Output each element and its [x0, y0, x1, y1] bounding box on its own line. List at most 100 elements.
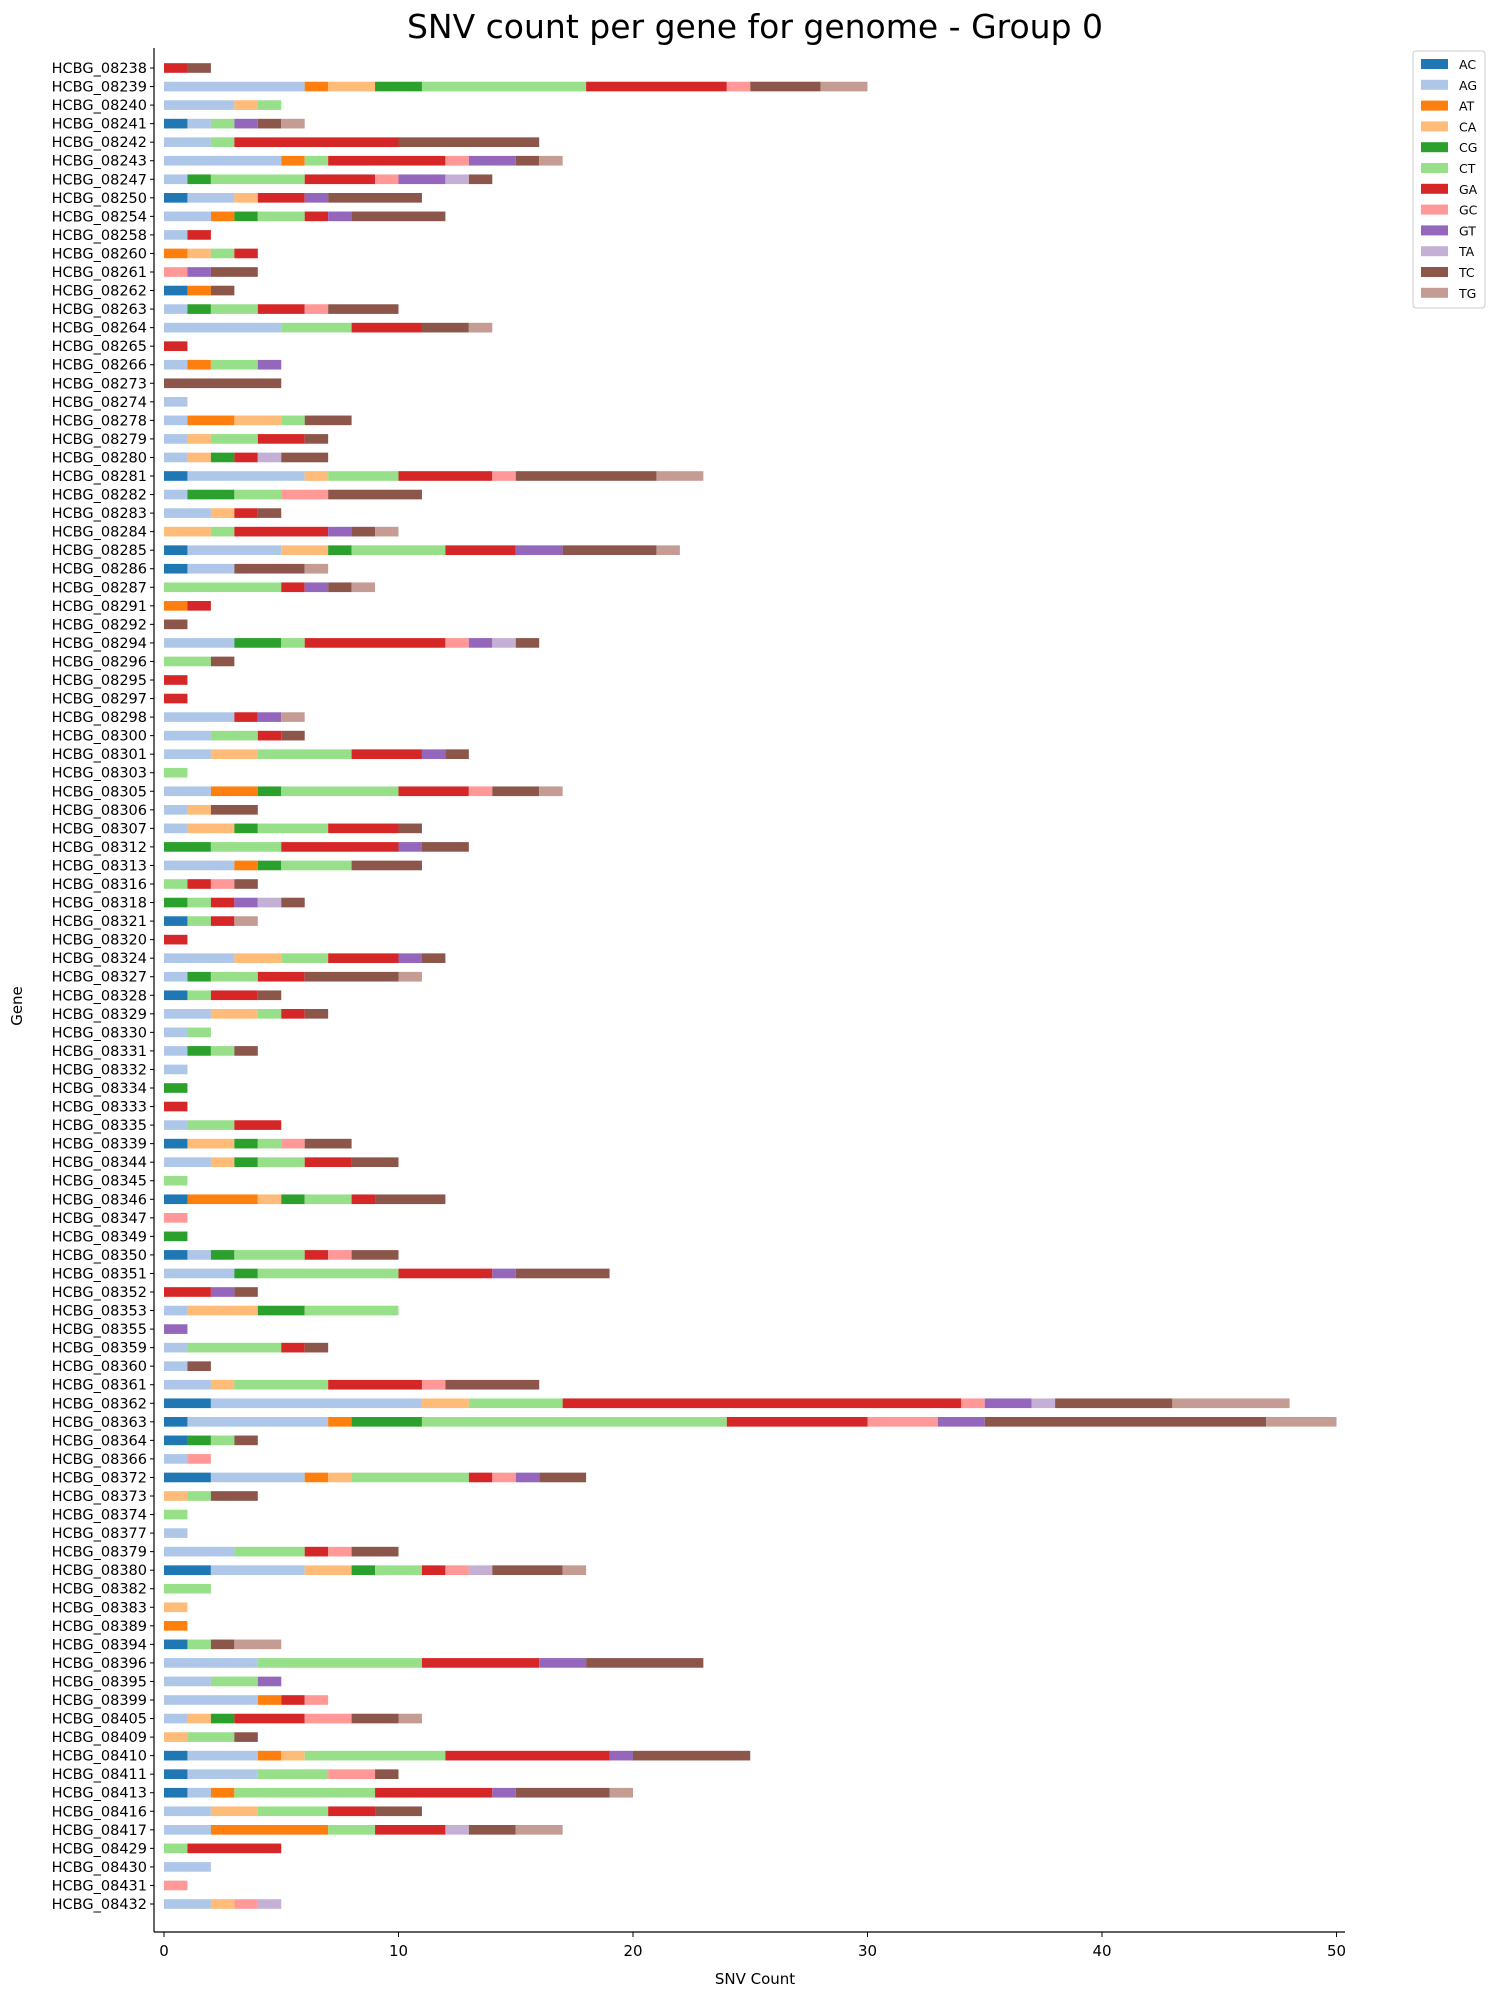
bar-segment-ga: [398, 471, 493, 481]
bar-segment-tc: [304, 434, 329, 444]
bar-segment-ag: [164, 860, 235, 871]
bar-segment-ga: [187, 879, 211, 889]
bar-segment-at: [304, 1472, 329, 1483]
bar-segment-tg: [304, 563, 329, 574]
gene-label: HCBG_08417: [52, 1823, 147, 1839]
gene-label: HCBG_08305: [52, 784, 147, 800]
bar-segment-tc: [281, 897, 305, 908]
gene-label: HCBG_08321: [52, 914, 147, 930]
bar-segment-gt: [304, 192, 329, 203]
bar-segment-ag: [187, 192, 235, 203]
gene-label: HCBG_08335: [52, 1118, 147, 1134]
gene-label: HCBG_08344: [52, 1155, 147, 1171]
bar-segment-tc: [398, 137, 540, 148]
bar-segment-cg: [187, 1435, 211, 1446]
legend-label: AT: [1459, 99, 1475, 114]
bar-segment-tc: [468, 174, 493, 185]
bar-segment-ca: [164, 1732, 188, 1742]
bar-segment-ag: [164, 786, 211, 797]
gene-label: HCBG_08296: [52, 654, 147, 670]
legend: AC AG AT CA CG CT GA GC GT TA TC TG: [1412, 50, 1486, 309]
gene-label: HCBG_08362: [52, 1396, 147, 1412]
bar-segment-tg: [281, 712, 305, 722]
gene-label: HCBG_08405: [52, 1712, 147, 1728]
bar-segment-ct: [187, 1027, 211, 1038]
bar-segment-gc: [234, 1899, 258, 1909]
bar-segment-ag: [164, 1658, 258, 1668]
gene-label: HCBG_08349: [52, 1229, 147, 1245]
bar-segment-ta: [257, 897, 282, 908]
bar-segment-tc: [234, 879, 258, 889]
bar-segment-tc: [375, 1769, 399, 1780]
legend-label: CG: [1459, 140, 1477, 155]
bar-segment-ag: [164, 1361, 188, 1372]
bar-segment-tc: [234, 563, 305, 574]
bar-segment-ga: [304, 1546, 329, 1557]
bar-segment-gc: [961, 1398, 985, 1409]
gene-label: HCBG_08333: [52, 1100, 147, 1116]
bar-segment-ct: [187, 916, 211, 926]
gene-label: HCBG_08318: [52, 896, 147, 912]
bar-segment-gc: [375, 174, 399, 185]
bar-segment-ct: [164, 1175, 188, 1186]
bar-segment-cg: [234, 1157, 258, 1168]
bar-segment-tc: [351, 860, 422, 871]
bar-segment-ta: [445, 1824, 469, 1835]
bar-segment-ca: [187, 1713, 211, 1724]
gene-label: HCBG_08291: [52, 599, 147, 615]
bar-segment-cg: [234, 823, 258, 834]
legend-label: AG: [1459, 78, 1477, 93]
bar-segment-tc: [515, 1268, 610, 1279]
gene-label: HCBG_08254: [52, 209, 147, 225]
bar-segment-tg: [468, 322, 493, 333]
bar-segment-ct: [210, 526, 235, 537]
bar-segment-ag: [164, 1713, 188, 1724]
bar-segment-ct: [328, 1824, 376, 1835]
bar-segment-ct: [164, 656, 211, 667]
legend-label: CA: [1459, 119, 1477, 134]
legend-label: TA: [1458, 244, 1475, 259]
gene-label: HCBG_08361: [52, 1378, 147, 1394]
x-axis-label: SNV Count: [715, 1970, 795, 1988]
bar-segment-ac: [164, 1787, 188, 1798]
gene-label: HCBG_08380: [52, 1563, 147, 1579]
bar-segment-ga: [234, 526, 329, 537]
bar-segment-ac: [164, 545, 188, 556]
gene-label: HCBG_08258: [52, 228, 147, 244]
bar-segment-gc: [281, 1138, 305, 1149]
bar-segment-ag: [164, 1027, 188, 1038]
bar-segment-ga: [164, 693, 188, 704]
bar-segment-cg: [351, 1565, 376, 1576]
bar-segment-ct: [210, 137, 235, 148]
bar-segment-tc: [304, 1342, 329, 1353]
bars-layer: [164, 63, 1337, 1909]
bar-segment-ag: [164, 1064, 188, 1075]
bar-segment-tc: [304, 1138, 352, 1149]
bar-segment-tg: [234, 916, 258, 926]
bar-segment-tc: [187, 1361, 211, 1372]
gene-label: HCBG_08379: [52, 1545, 147, 1561]
bar-segment-cg: [281, 1194, 305, 1205]
bar-segment-cg: [351, 1416, 422, 1427]
gene-label: HCBG_08262: [52, 284, 147, 300]
bar-segment-ct: [164, 1843, 188, 1854]
bar-segment-ct: [257, 100, 282, 110]
bar-segment-ct: [210, 1435, 235, 1446]
bar-segment-at: [234, 860, 258, 871]
bar-segment-ag: [164, 1046, 188, 1056]
bar-segment-ga: [304, 1250, 329, 1260]
bar-segment-ct: [164, 1509, 188, 1520]
bar-segment-gc: [867, 1416, 938, 1427]
gene-label: HCBG_08243: [52, 154, 147, 170]
bar-segment-ga: [421, 1658, 540, 1668]
bar-segment-ga: [351, 749, 422, 760]
bar-segment-ag: [164, 1268, 235, 1279]
bar-segment-ca: [210, 1806, 258, 1817]
bar-segment-ct: [234, 1250, 305, 1260]
bar-segment-ag: [164, 749, 211, 760]
bar-segment-ag: [164, 359, 188, 370]
bar-segment-ac: [164, 1769, 188, 1780]
bar-segment-ag: [164, 823, 188, 834]
bar-segment-ct: [421, 81, 587, 92]
bar-segment-ag: [164, 1806, 211, 1817]
